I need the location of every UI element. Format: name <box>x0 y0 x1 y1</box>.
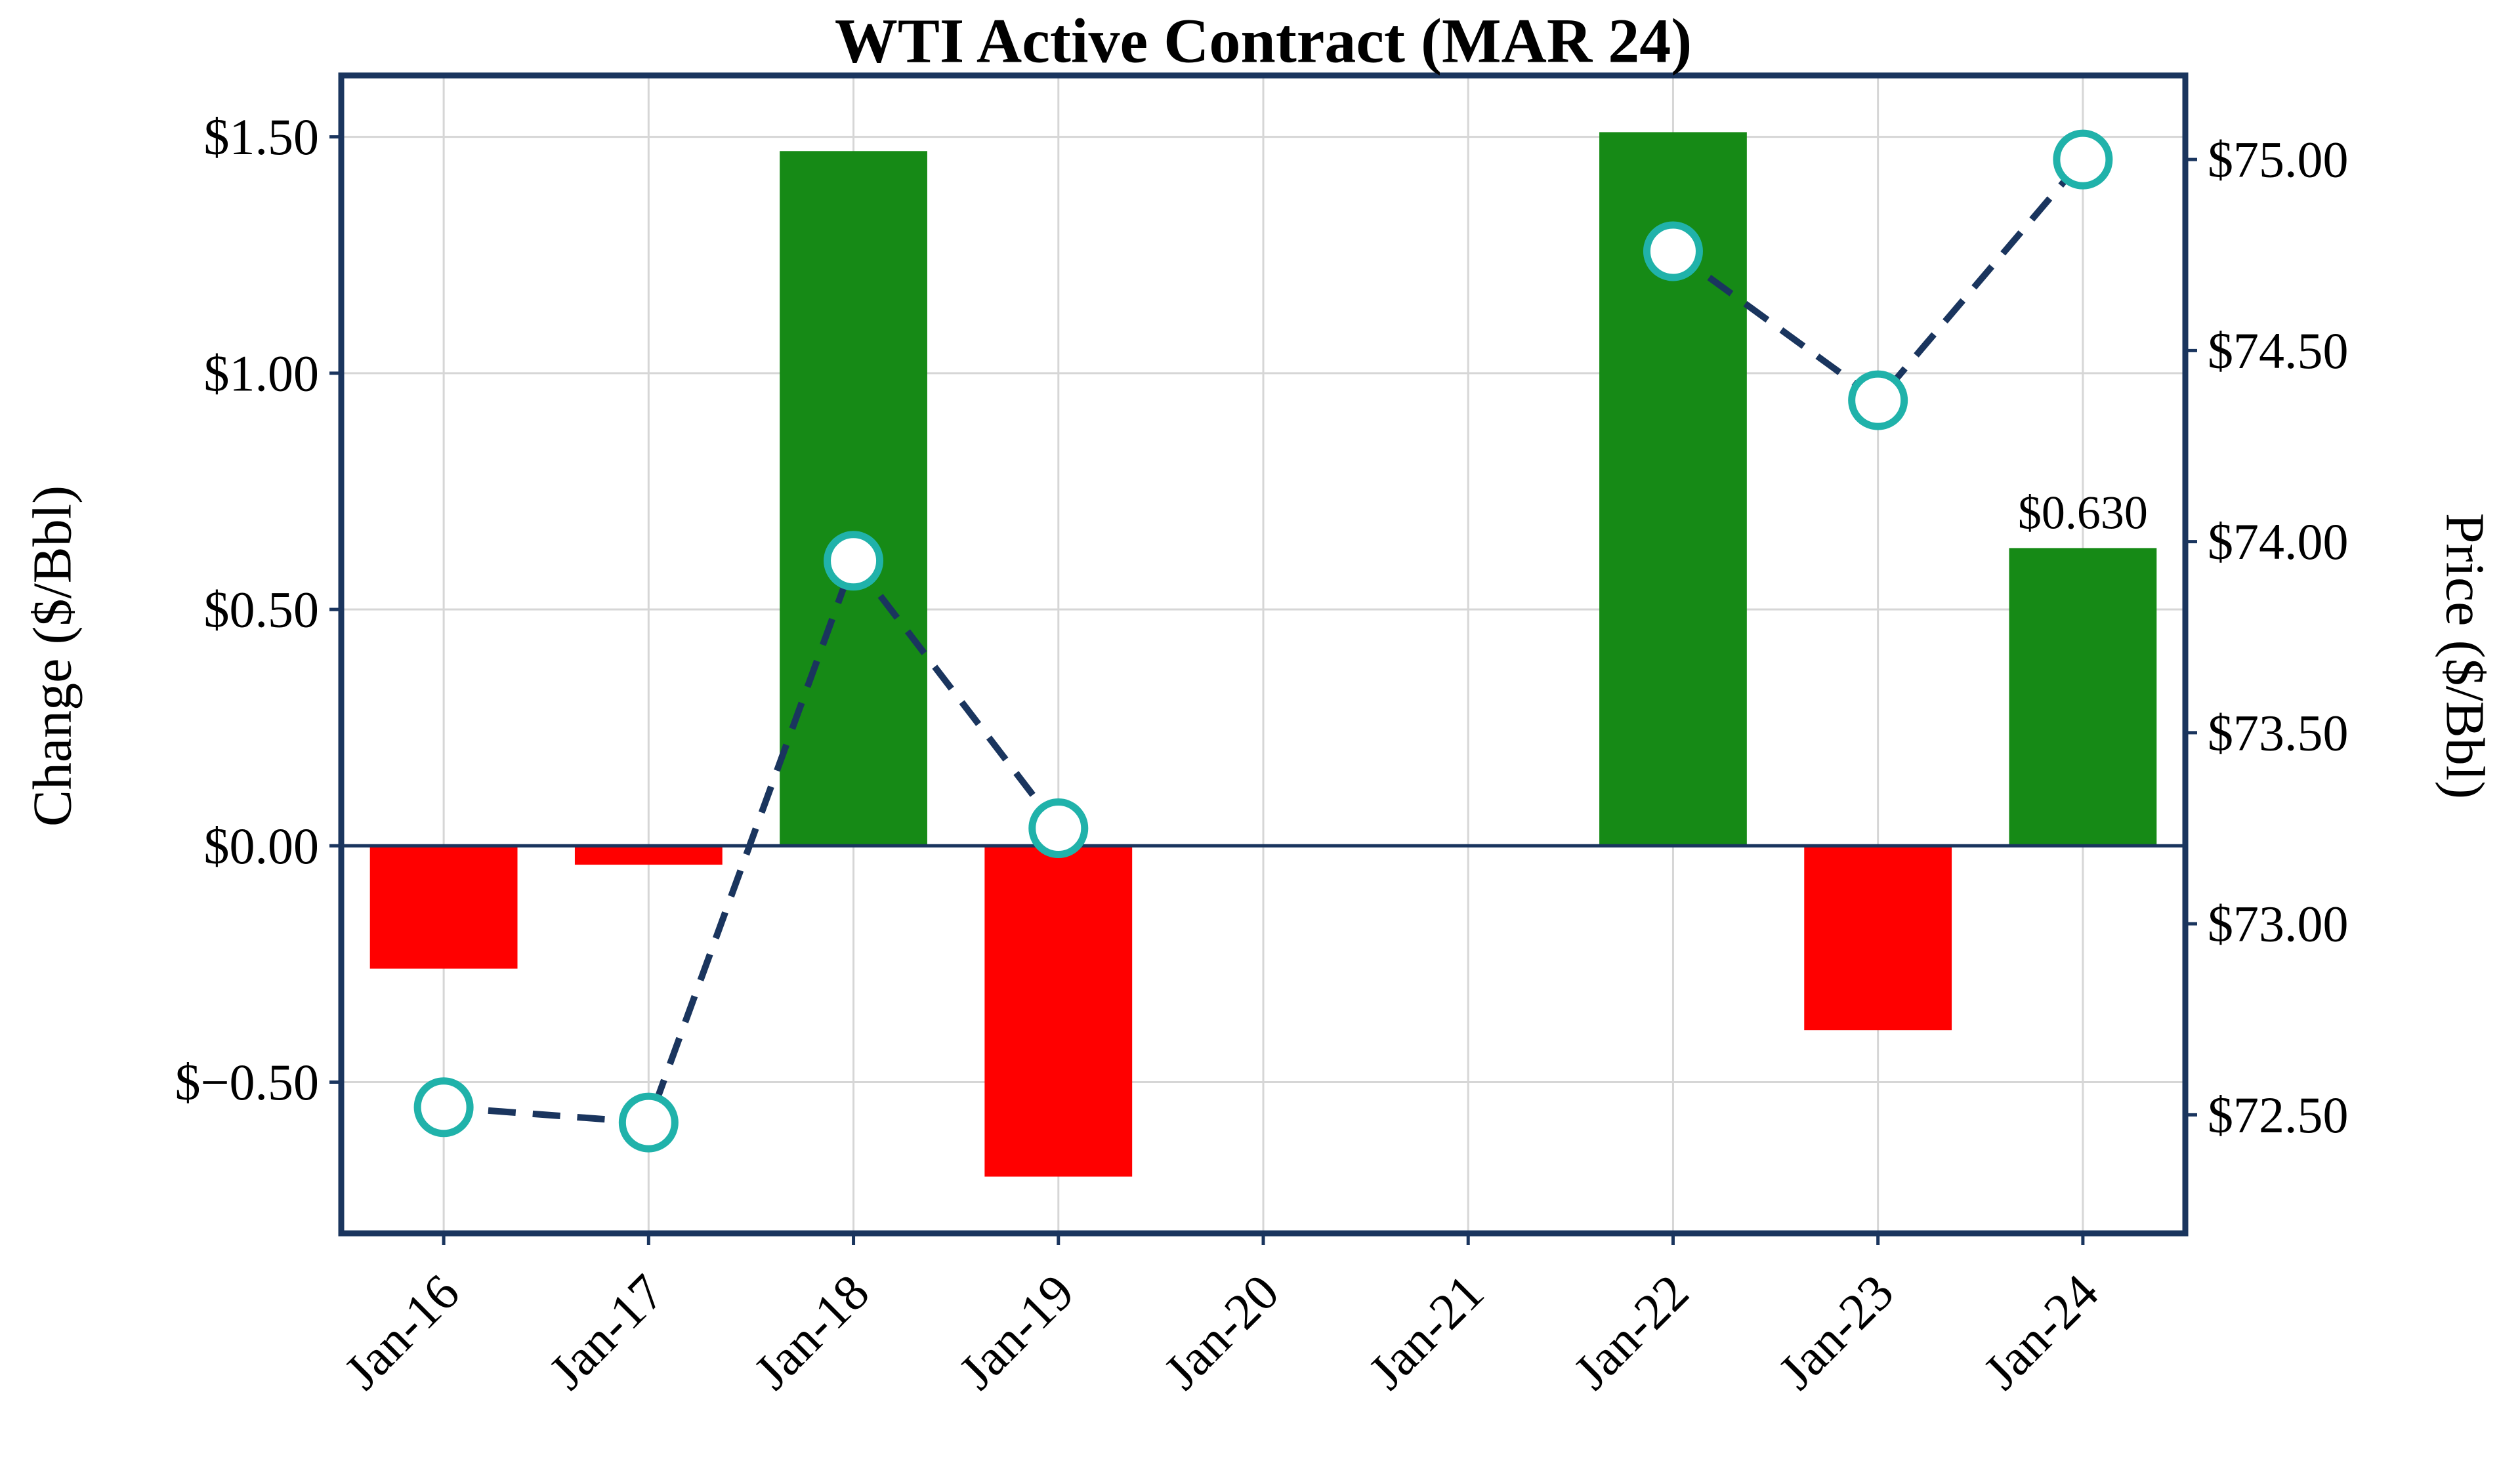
x-tick-label: Jan-23 <box>1767 1264 1904 1401</box>
x-tick-label: Jan-18 <box>743 1264 880 1401</box>
change-bar-Jan-16 <box>369 846 518 969</box>
price-line <box>1671 157 2086 405</box>
change-bar-Jan-24 <box>2009 548 2157 846</box>
price-marker-Jan-17 <box>618 1092 679 1153</box>
price-marker-Jan-22 <box>1643 221 1703 281</box>
change-bar-Jan-23 <box>1804 846 1952 1031</box>
change-bar-Jan-19 <box>984 846 1133 1177</box>
price-marker-Jan-16 <box>413 1077 474 1138</box>
left-tick-label: $0.50 <box>204 581 320 638</box>
x-tick-label: Jan-22 <box>1563 1264 1700 1401</box>
right-tick-label: $73.00 <box>2208 895 2349 953</box>
right-axis-title: Price ($/Bbl) <box>2434 512 2496 800</box>
x-tick-label: Jan-17 <box>538 1264 675 1401</box>
left-tick-label: $1.50 <box>204 108 320 165</box>
x-tick-label: Jan-20 <box>1152 1264 1290 1401</box>
right-tick-label: $74.50 <box>2208 322 2349 379</box>
left-tick-label: $1.00 <box>204 344 320 401</box>
x-tick-label: Jan-19 <box>948 1264 1085 1401</box>
price-marker-Jan-18 <box>824 531 884 591</box>
price-marker-Jan-23 <box>1848 370 1908 430</box>
right-tick-label: $72.50 <box>2208 1086 2349 1143</box>
bar-value-label: $0.630 <box>2018 486 2148 539</box>
right-tick-label: $74.00 <box>2208 513 2349 570</box>
left-axis-title: Change ($/Bbl) <box>22 485 83 827</box>
chart-title: WTI Active Contract (MAR 24) <box>834 5 1692 76</box>
x-tick-label: Jan-21 <box>1358 1264 1495 1401</box>
left-tick-label: $−0.50 <box>175 1054 320 1111</box>
price-marker-Jan-24 <box>2053 129 2113 190</box>
x-tick-label: Jan-16 <box>333 1264 471 1401</box>
left-tick-label: $0.00 <box>204 817 320 874</box>
price-line <box>443 554 1061 1126</box>
price-marker-Jan-19 <box>1028 798 1089 859</box>
right-tick-label: $75.00 <box>2208 131 2349 188</box>
x-tick-label: Jan-24 <box>1972 1264 2109 1401</box>
right-tick-label: $73.50 <box>2208 704 2349 761</box>
change-bar-Jan-17 <box>574 846 723 865</box>
change-bar-Jan-18 <box>780 151 927 846</box>
